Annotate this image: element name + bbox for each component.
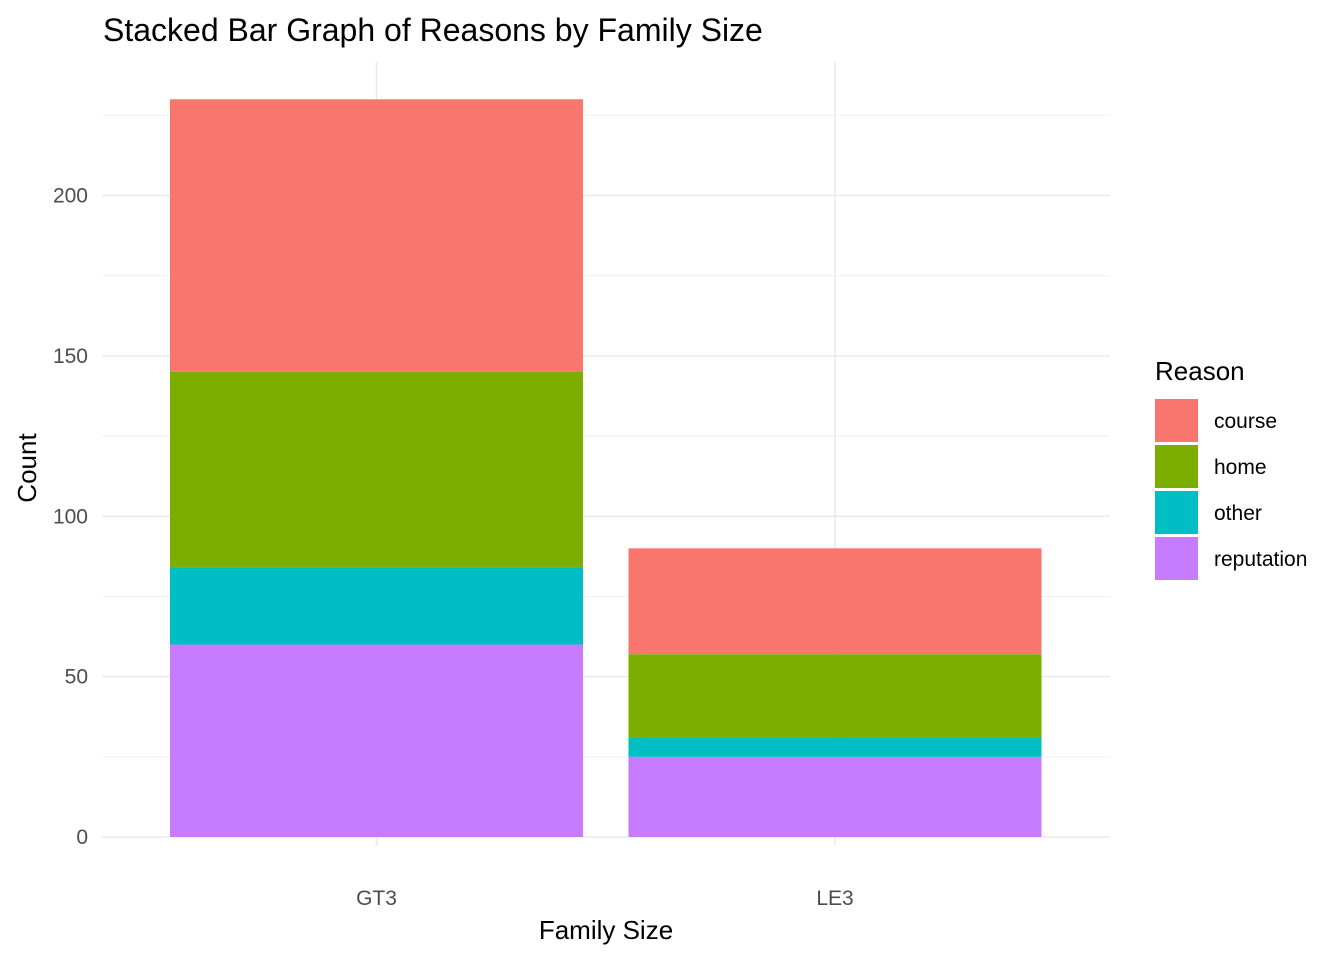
chart-title: Stacked Bar Graph of Reasons by Family S… [103, 12, 763, 48]
y-tick-label: 150 [53, 345, 88, 368]
bar-le3-other [628, 737, 1042, 757]
x-tick-label: GT3 [356, 887, 397, 910]
bar-gt3-reputation [170, 644, 583, 837]
y-tick-label: 0 [76, 826, 88, 849]
y-tick-label: 100 [53, 505, 88, 528]
legend-label-other: other [1214, 502, 1262, 525]
legend-key-reputation [1155, 537, 1198, 580]
legend-key-course [1155, 399, 1198, 442]
bars [170, 99, 1042, 837]
bar-le3-course [628, 548, 1042, 655]
bar-gt3-course [170, 99, 583, 372]
legend-label-home: home [1214, 456, 1267, 479]
y-tick-label: 200 [53, 185, 88, 208]
legend-label-reputation: reputation [1214, 548, 1307, 571]
y-axis-ticks: 0 50 100 150 200 [53, 185, 88, 850]
legend-key-home [1155, 445, 1198, 488]
legend-key-other [1155, 491, 1198, 534]
legend-label-course: course [1214, 410, 1277, 433]
legend-title: Reason [1155, 356, 1245, 386]
bar-gt3-home [170, 371, 583, 568]
x-tick-label: LE3 [816, 887, 853, 910]
x-axis-ticks: GT3 LE3 [356, 887, 854, 910]
bar-le3-home [628, 654, 1042, 738]
bar-gt3-other [170, 567, 583, 645]
y-tick-label: 50 [65, 666, 88, 689]
y-axis-title: Count [12, 433, 42, 503]
legend: Reason course home other reputation [1155, 356, 1307, 580]
x-axis-title: Family Size [539, 915, 673, 945]
bar-le3-reputation [628, 756, 1042, 837]
